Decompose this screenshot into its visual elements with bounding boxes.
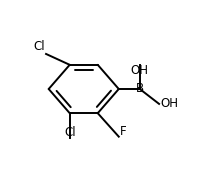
- Text: Cl: Cl: [64, 126, 76, 139]
- Text: OH: OH: [131, 64, 149, 77]
- Text: B: B: [136, 82, 144, 96]
- Text: OH: OH: [160, 97, 178, 110]
- Text: Cl: Cl: [34, 40, 45, 53]
- Text: F: F: [120, 125, 127, 138]
